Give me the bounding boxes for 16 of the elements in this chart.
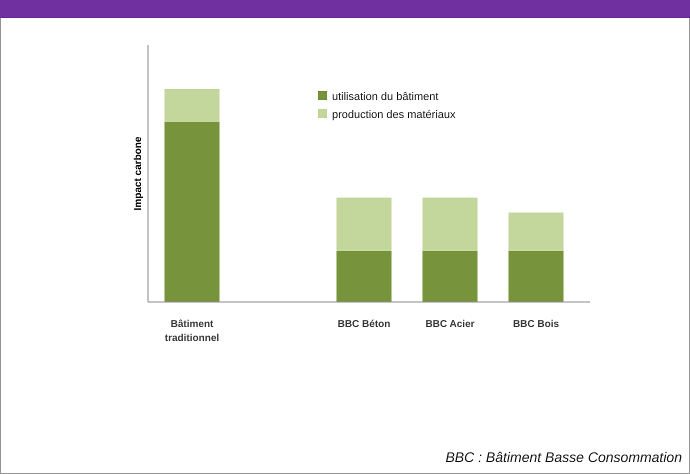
x-tick-label: BBC Béton — [338, 319, 390, 330]
x-tick-label: BBC Bois — [512, 319, 560, 330]
bar — [422, 250, 478, 302]
bar — [508, 250, 564, 302]
bar — [508, 212, 564, 251]
bar — [164, 89, 220, 122]
x-tick-label: BBC Acier — [425, 319, 475, 330]
bar — [164, 122, 220, 302]
legend-label: utilisation du bâtiment — [332, 91, 438, 103]
y-axis-title: Impact carbone — [133, 136, 144, 210]
legend-label: production des matériaux — [332, 109, 456, 121]
bar — [422, 198, 478, 251]
bar — [336, 250, 392, 302]
text: BBC : Bâtiment Basse Consommation — [445, 449, 682, 465]
bar — [336, 198, 392, 251]
x-tick-label: Bâtiment traditionnel — [164, 319, 220, 344]
